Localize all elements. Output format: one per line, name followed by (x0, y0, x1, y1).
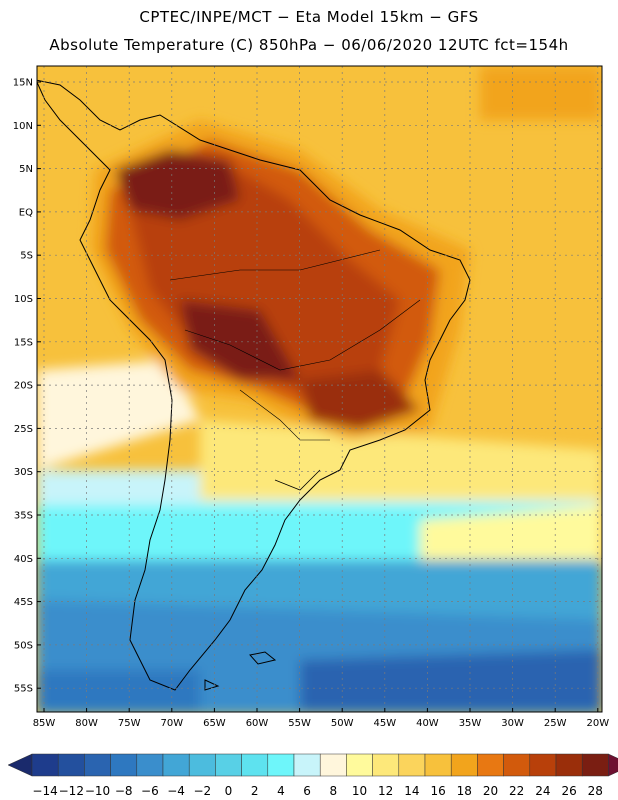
colorbar-label: 10 (352, 784, 367, 798)
colorbar-swatch (293, 753, 321, 777)
lon-tick-label: 30W (501, 718, 524, 729)
lon-tick-label: 70W (160, 718, 183, 729)
colorbar-swatch (424, 753, 452, 777)
lon-tick-label: 80W (75, 718, 98, 729)
lat-tick-label: 55S (14, 684, 33, 695)
graticule (37, 66, 602, 712)
colorbar-swatch (31, 753, 59, 777)
lon-tick-label: 85W (33, 718, 56, 729)
lat-tick-label: 35S (14, 511, 33, 522)
latitude-labels: 15N 10N 5N EQ 5S 10S 15S 20S 25S 30S 35S 40S 45S 50S 5… (13, 78, 41, 695)
colorbar-label: 2 (251, 784, 259, 798)
lat-tick-label: 50S (14, 640, 33, 651)
colorbar-swatch (162, 753, 190, 777)
colorbar-label: 18 (457, 784, 472, 798)
colorbar-label: 20 (483, 784, 498, 798)
map-frame (36, 65, 603, 713)
colorbar-swatch (136, 753, 164, 777)
colorbar-swatch (555, 753, 583, 777)
colorbar-label: 28 (588, 784, 603, 798)
colorbar-label: −2 (193, 784, 211, 798)
colorbar-swatch (267, 753, 295, 777)
colorbar-swatch (319, 753, 347, 777)
colorbar-label: 22 (509, 784, 524, 798)
colorbar-label: −10 (85, 784, 110, 798)
lon-tick-label: 35W (459, 718, 482, 729)
colorbar-swatch (529, 753, 557, 777)
coastlines (37, 79, 471, 691)
colorbar-label: 6 (303, 784, 311, 798)
colorbar-swatch (450, 753, 478, 777)
colorbar-label: −6 (141, 784, 159, 798)
colorbar-swatch (581, 753, 609, 777)
lon-tick-label: 65W (203, 718, 226, 729)
colorbar: −14 −12 −10 −8 −6 −4 −2 0 2 4 6 8 10 12 14 16 18 20 22 24 26… (7, 753, 618, 798)
colorbar-label: 16 (430, 784, 445, 798)
colorbar-low-arrow (7, 753, 33, 777)
colorbar-swatch (372, 753, 400, 777)
lon-tick-label: 50W (331, 718, 354, 729)
lon-tick-label: 55W (288, 718, 311, 729)
colorbar-label: −8 (115, 784, 133, 798)
colorbar-label: −4 (167, 784, 185, 798)
lat-tick-label: 15N (13, 78, 33, 89)
colorbar-label: 26 (561, 784, 576, 798)
colorbar-swatch (241, 753, 269, 777)
colorbar-label: −14 (32, 784, 57, 798)
chart-title-line-2: Absolute Temperature (C) 850hPa − 06/06/… (49, 36, 569, 54)
colorbar-label: 0 (225, 784, 233, 798)
lat-tick-label: 5S (20, 251, 33, 262)
colorbar-label: 14 (404, 784, 419, 798)
lat-tick-label: 25S (14, 424, 33, 435)
lon-tick-label: 75W (118, 718, 141, 729)
colorbar-label: 8 (329, 784, 337, 798)
temperature-field (37, 66, 602, 712)
lat-tick-label: 40S (14, 554, 33, 565)
colorbar-swatch (477, 753, 504, 777)
colorbar-high-arrow (608, 753, 618, 777)
lat-tick-label: 15S (14, 337, 33, 348)
lat-tick-label: 30S (14, 467, 33, 478)
lat-tick-label: 45S (14, 597, 33, 608)
chart-title-line-1: CPTEC/INPE/MCT − Eta Model 15km − GFS (139, 8, 479, 26)
colorbar-swatch (398, 753, 426, 777)
lat-tick-label: 20S (14, 381, 33, 392)
colorbar-swatch (110, 753, 138, 777)
lon-tick-label: 20W (586, 718, 609, 729)
colorbar-label: 4 (277, 784, 285, 798)
lat-tick-label: 5N (19, 164, 33, 175)
lat-tick-label: 10S (14, 294, 33, 305)
longitude-labels: 85W 80W 75W 70W 65W 60W 55W 50W 45W 40W 35W 30W 25W 2… (33, 708, 609, 729)
lon-tick-label: 25W (544, 718, 567, 729)
colorbar-label: 12 (378, 784, 393, 798)
lon-tick-label: 60W (246, 718, 269, 729)
colorbar-swatch (84, 753, 111, 777)
colorbar-swatch (503, 753, 531, 777)
colorbar-label: −12 (59, 784, 84, 798)
lon-tick-label: 45W (373, 718, 396, 729)
lon-tick-label: 40W (416, 718, 439, 729)
colorbar-swatch (215, 753, 242, 777)
colorbar-swatch (346, 753, 373, 777)
lat-tick-label: 10N (13, 121, 33, 132)
lat-tick-label: EQ (19, 207, 33, 218)
colorbar-swatch (188, 753, 216, 777)
colorbar-label: 24 (535, 784, 550, 798)
colorbar-swatch (57, 753, 85, 777)
